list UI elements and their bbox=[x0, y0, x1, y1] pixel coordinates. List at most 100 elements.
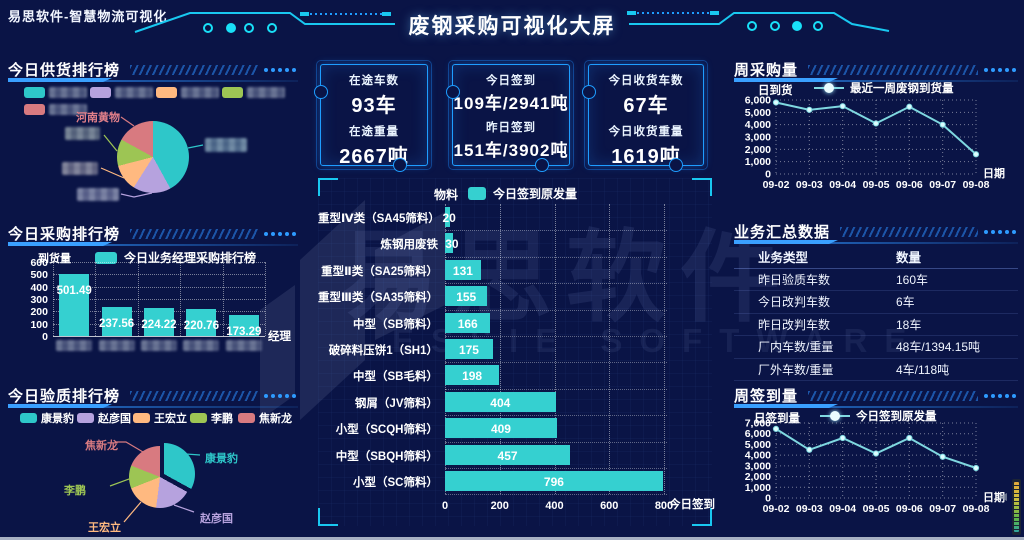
grid-line bbox=[554, 204, 556, 495]
stat-value: 1619吨 bbox=[611, 146, 681, 168]
supply-panel-title: 今日供货排行榜 bbox=[8, 61, 121, 79]
legend-item[interactable]: 最近一周废钢到货量 bbox=[814, 80, 954, 96]
purchase-panel-header: 今日采购排行榜 bbox=[8, 224, 298, 248]
bar bbox=[445, 207, 451, 227]
supply-pie-chart: 河南黄物 bbox=[8, 60, 298, 222]
stat-value: 67车 bbox=[623, 95, 669, 117]
summary-panel-title: 业务汇总数据 bbox=[734, 223, 831, 241]
stat-label: 在途重量 bbox=[349, 126, 399, 138]
weekly-purchase-line-chart: 日到货 最近一周废钢到货量 0 1,000 2,000 3,000 4,000 5,000 6,… bbox=[734, 60, 1018, 212]
x-tick-label: 200 bbox=[490, 500, 509, 513]
legend-item[interactable] bbox=[24, 104, 87, 116]
grid-line bbox=[95, 262, 97, 336]
title-underline bbox=[734, 406, 1018, 408]
pie-callout-label: 河南黄物 bbox=[76, 112, 120, 124]
y-tick-label: 400 bbox=[30, 281, 48, 294]
quality-pie-chart: 康景豹 赵彦国 王宏立 李鹏 焦新龙 焦新龙 康景豹 李鹏 王宏立 赵彦国 bbox=[8, 386, 298, 538]
header-decoration bbox=[134, 11, 890, 33]
grid-line bbox=[445, 256, 667, 258]
blurred-legend-label bbox=[247, 87, 285, 98]
blurred-legend-label bbox=[49, 104, 87, 115]
legend-item[interactable]: 赵彦国 bbox=[77, 410, 131, 426]
legend-item[interactable]: 王宏立 bbox=[133, 410, 187, 426]
bar-value-label: 173.29 bbox=[226, 325, 262, 338]
legend-item[interactable] bbox=[24, 87, 87, 99]
svg-text:5,000: 5,000 bbox=[745, 107, 771, 119]
svg-text:09-08: 09-08 bbox=[963, 503, 990, 515]
x-tick-label: 600 bbox=[600, 500, 619, 513]
category-label: 炼钢用废铁 bbox=[380, 239, 439, 252]
table-cell: 昨日验质车数 bbox=[758, 272, 831, 287]
legend-label: 赵彦国 bbox=[98, 413, 131, 425]
bar-value-label: 409 bbox=[490, 422, 511, 437]
grid-line bbox=[445, 362, 667, 364]
legend-label: 最近一周废钢到货量 bbox=[850, 83, 954, 95]
table-row: 厂内车数/重量 48车/1394.15吨 bbox=[734, 336, 1018, 359]
weekly-checkin-title: 周签到量 bbox=[734, 387, 799, 405]
title-underline bbox=[8, 80, 298, 82]
dots-decoration bbox=[984, 394, 1016, 398]
bar bbox=[445, 286, 488, 307]
bar-value-label: 457 bbox=[497, 448, 518, 463]
pie-callout-label: 康景豹 bbox=[205, 453, 238, 465]
legend-item[interactable]: 李鹏 bbox=[190, 410, 233, 426]
bar-value-label: 175 bbox=[458, 343, 479, 357]
table-header-row: 业务类型 数量 bbox=[734, 244, 1018, 269]
legend-item[interactable]: 焦新龙 bbox=[238, 410, 292, 426]
svg-text:09-04: 09-04 bbox=[829, 179, 856, 190]
svg-text:4,000: 4,000 bbox=[745, 119, 771, 131]
notch-decoration bbox=[669, 158, 683, 172]
grid-line bbox=[445, 309, 667, 311]
stat-value: 109车/2941吨 bbox=[453, 94, 569, 113]
stat-card: 今日签到 109车/2941吨 昨日签到 151车/3902吨 bbox=[446, 60, 574, 172]
legend-item[interactable]: 今日签到原发量 bbox=[468, 185, 577, 202]
table-cell: 6车 bbox=[896, 295, 915, 309]
blurred-x-label bbox=[183, 340, 220, 351]
legend-item[interactable] bbox=[90, 87, 153, 99]
notch-decoration bbox=[446, 85, 460, 99]
blurred-callout-label bbox=[205, 138, 247, 152]
notch-decoration bbox=[582, 85, 596, 99]
bar-value-label: 237.56 bbox=[99, 317, 135, 330]
bar-value-label: 20 bbox=[442, 211, 456, 225]
bar bbox=[228, 314, 259, 336]
legend-item[interactable]: 康景豹 bbox=[20, 410, 74, 426]
pie-callout-label: 赵彦国 bbox=[200, 513, 233, 525]
svg-text:4,000: 4,000 bbox=[745, 450, 771, 462]
stat-label: 今日签到 bbox=[486, 75, 536, 87]
legend-swatch bbox=[20, 413, 37, 423]
legend-label: 李鹏 bbox=[211, 413, 233, 425]
svg-text:09-08: 09-08 bbox=[963, 179, 990, 190]
legend-item[interactable]: 今日业务经理采购排行榜 bbox=[95, 249, 256, 266]
stat-label: 今日收货车数 bbox=[608, 75, 684, 87]
svg-text:09-02: 09-02 bbox=[763, 503, 790, 515]
stat-value: 2667吨 bbox=[339, 146, 409, 168]
bar-value-label: 224.22 bbox=[141, 319, 177, 332]
legend-item[interactable] bbox=[222, 87, 285, 99]
grid-line bbox=[445, 336, 667, 337]
corner-bracket bbox=[692, 508, 712, 526]
legend-item[interactable] bbox=[156, 87, 219, 99]
grid-line bbox=[53, 336, 265, 337]
bar-value-label: 404 bbox=[490, 395, 511, 410]
weekly-checkin-panel-header: 周签到量 bbox=[734, 386, 1018, 410]
svg-text:2,000: 2,000 bbox=[745, 471, 771, 483]
y-tick-label: 0 bbox=[42, 331, 48, 343]
svg-text:09-05: 09-05 bbox=[863, 503, 890, 515]
bar bbox=[445, 444, 571, 465]
purchase-panel-title: 今日采购排行榜 bbox=[8, 225, 121, 243]
grid-line bbox=[53, 262, 265, 263]
bar bbox=[445, 391, 556, 412]
hatch-decoration bbox=[130, 229, 258, 239]
speaker-icon[interactable] bbox=[999, 493, 1007, 501]
legend-label: 今日业务经理采购排行榜 bbox=[124, 251, 257, 265]
blurred-x-label bbox=[141, 340, 177, 351]
bar bbox=[144, 308, 174, 336]
bottom-edge-strip bbox=[0, 537, 1024, 540]
brand-label: 易思软件-智慧物流可视化 bbox=[8, 9, 168, 24]
y-axis-label: 日签到量 bbox=[754, 413, 800, 425]
bar bbox=[445, 233, 454, 254]
legend-item[interactable]: 今日签到原发量 bbox=[820, 408, 937, 424]
volume-indicator[interactable] bbox=[1012, 479, 1021, 535]
pie-callout-label: 焦新龙 bbox=[85, 440, 118, 452]
